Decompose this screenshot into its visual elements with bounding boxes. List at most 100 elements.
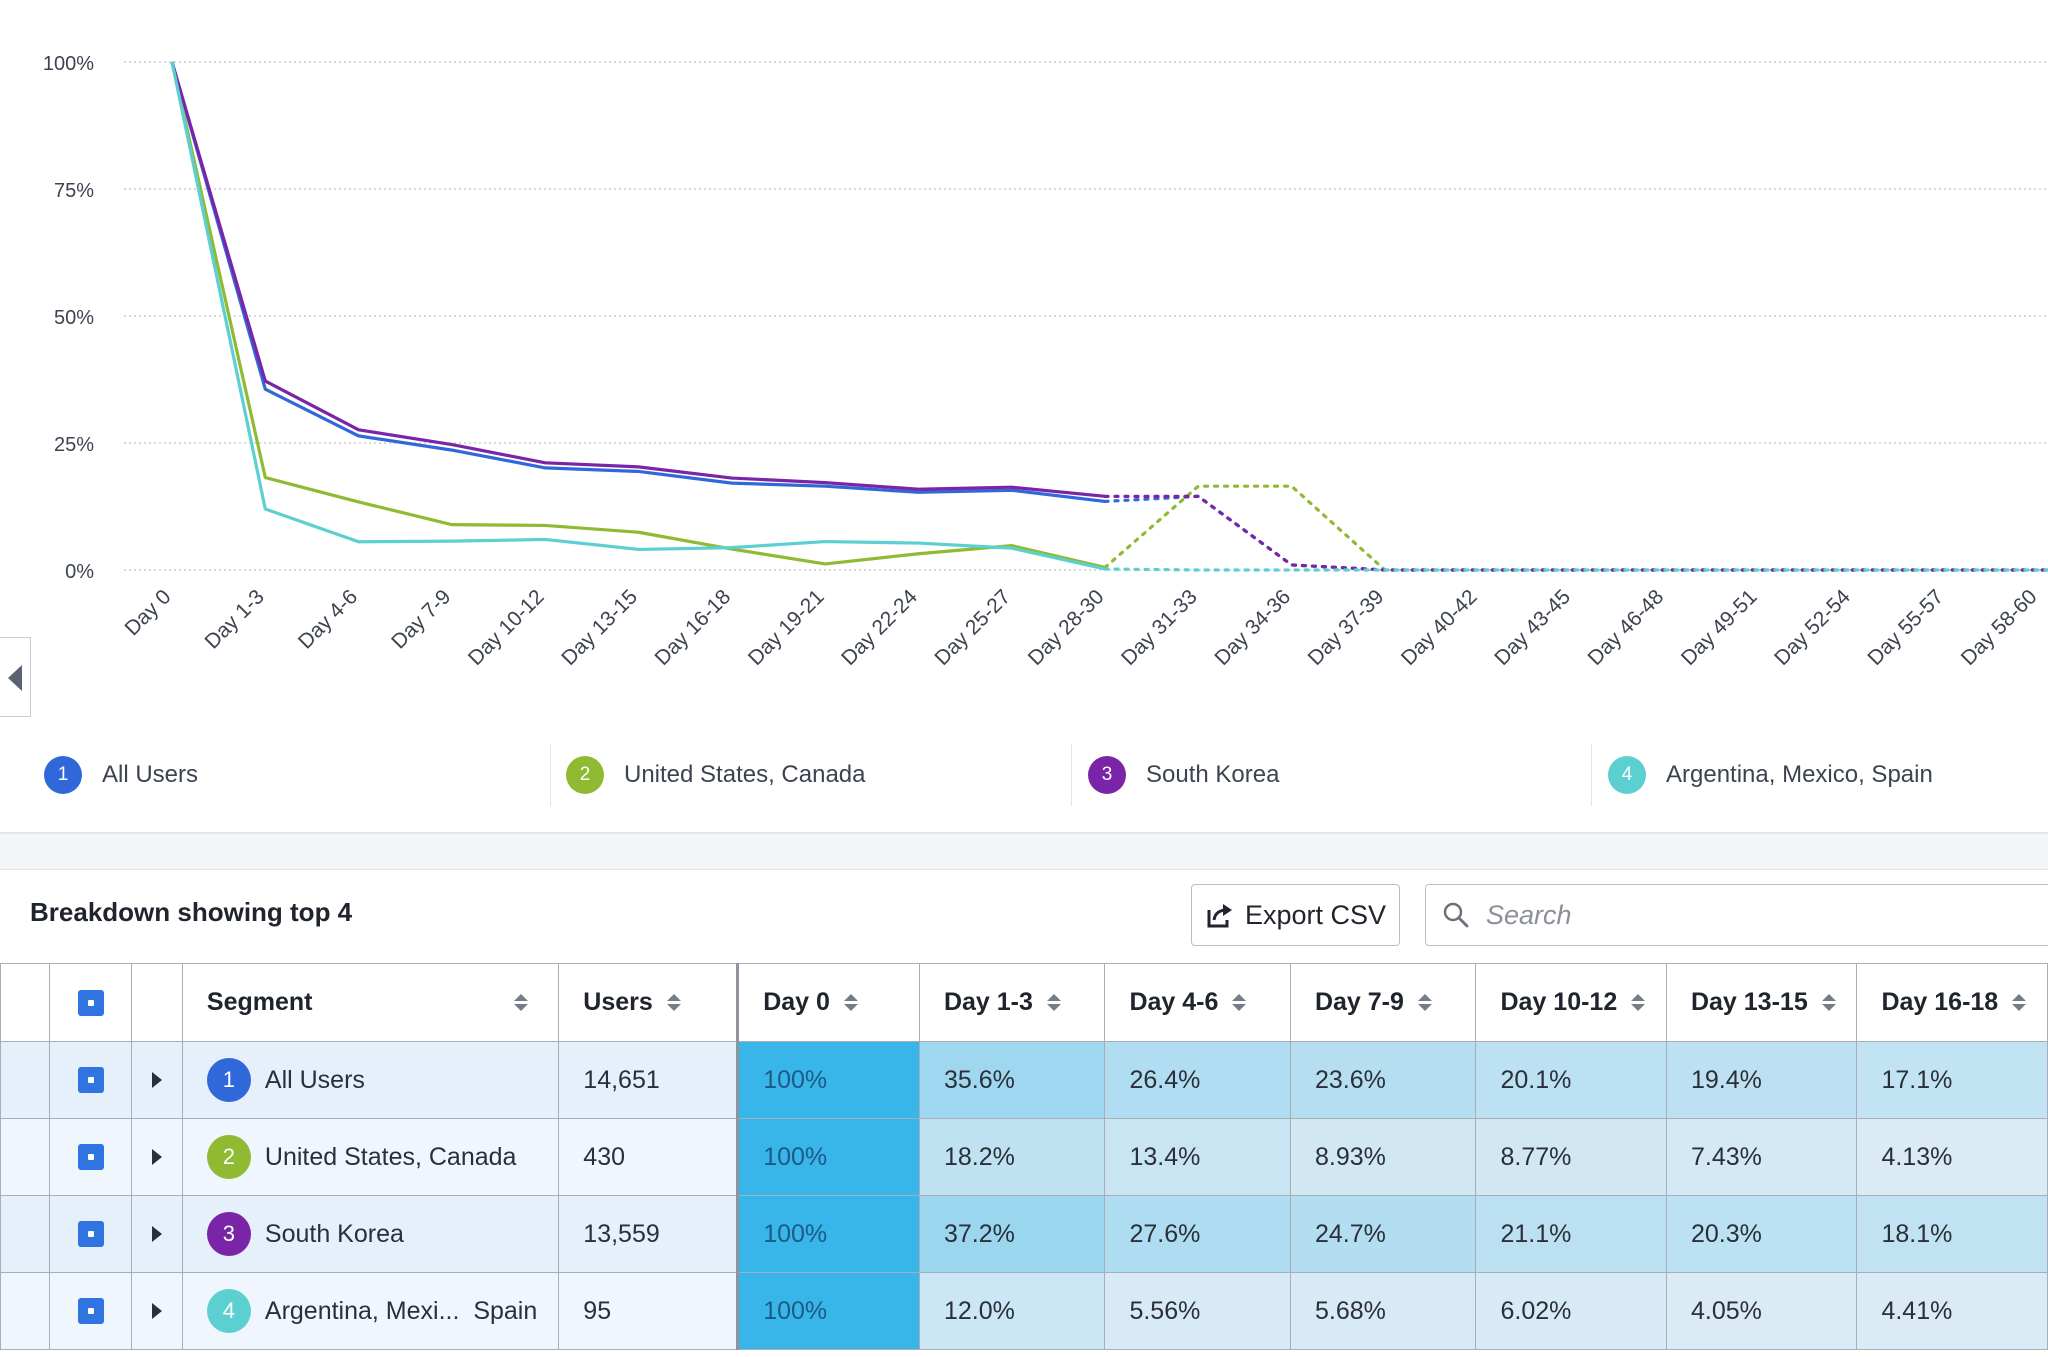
expand-icon[interactable]: [151, 1226, 162, 1242]
legend-item-all-users[interactable]: 1 All Users: [44, 744, 198, 806]
chart-scroll-left-button[interactable]: [0, 637, 31, 717]
retention-cell: 5.56%: [1104, 1272, 1291, 1350]
day-header[interactable]: Day 4-6: [1104, 963, 1291, 1042]
day-header[interactable]: Day 13-15: [1665, 963, 1858, 1042]
sort-icon[interactable]: [1046, 994, 1061, 1011]
legend-label: South Korea: [1146, 761, 1280, 788]
row-expand-cell[interactable]: [130, 1118, 183, 1196]
legend-label: All Users: [102, 761, 199, 788]
x-tick-label: Day 37-39: [1304, 585, 1389, 670]
row-select-cell[interactable]: [49, 1272, 132, 1350]
row-select-cell[interactable]: [49, 1041, 132, 1119]
table-row[interactable]: 2 United States, Canada 430 100% 18.2% 13…: [0, 1118, 2048, 1196]
table-header-row: Segment Users Day 0 Day 1-3 Day 4-6 Day …: [0, 963, 2048, 1042]
row-spacer: [0, 1118, 51, 1196]
select-all-cell[interactable]: [49, 963, 132, 1042]
sort-icon[interactable]: [514, 994, 529, 1011]
section-divider: [0, 832, 2048, 870]
breakdown-title: Breakdown showing top 4: [30, 897, 353, 927]
day-header[interactable]: Day 10-12: [1475, 963, 1667, 1042]
sort-icon[interactable]: [843, 994, 858, 1011]
row-select-cell[interactable]: [49, 1195, 132, 1273]
segment-header[interactable]: Segment: [181, 963, 560, 1042]
retention-cell: 20.1%: [1475, 1041, 1667, 1119]
retention-cell: 35.6%: [918, 1041, 1106, 1119]
expand-icon[interactable]: [151, 1072, 162, 1088]
search-field[interactable]: [1425, 884, 2048, 946]
export-csv-button[interactable]: Export CSV: [1191, 884, 1400, 946]
series-line-solid: [170, 61, 1106, 498]
x-tick-label: Day 46-48: [1584, 585, 1669, 670]
retention-cell: 19.4%: [1665, 1041, 1858, 1119]
legend-item-south-korea[interactable]: 3 South Korea: [1088, 744, 1279, 806]
segment-badge: 1: [206, 1058, 251, 1102]
row-checkbox[interactable]: [77, 1144, 104, 1170]
retention-cell: 13.4%: [1104, 1118, 1291, 1196]
table-row[interactable]: 4 Argentina, Mexi... Spain 95 100% 12.0% …: [0, 1272, 2048, 1350]
row-checkbox[interactable]: [77, 1221, 104, 1247]
sort-icon[interactable]: [1417, 994, 1432, 1011]
retention-cell: 18.2%: [918, 1118, 1106, 1196]
day-header-label: Day 4-6: [1129, 988, 1219, 1016]
legend-divider: [1591, 744, 1592, 806]
retention-cell: 5.68%: [1289, 1272, 1477, 1350]
segment-badge: 4: [206, 1289, 251, 1333]
row-checkbox[interactable]: [77, 1298, 104, 1324]
day-header[interactable]: Day 1-3: [918, 963, 1106, 1042]
x-tick-label: Day 43-45: [1490, 585, 1575, 670]
sort-icon[interactable]: [1631, 994, 1646, 1011]
day-header[interactable]: Day 7-9: [1289, 963, 1477, 1042]
x-tick-label: Day 19-21: [744, 585, 829, 670]
row-checkbox[interactable]: [77, 1067, 104, 1093]
select-all-checkbox[interactable]: [77, 989, 104, 1016]
row-expand-cell[interactable]: [130, 1272, 183, 1350]
row-select-cell[interactable]: [49, 1118, 132, 1196]
segment-badge: 3: [206, 1212, 251, 1256]
retention-cell: 6.02%: [1475, 1272, 1667, 1350]
table-row[interactable]: 1 All Users 14,651 100% 35.6% 26.4% 23.6%…: [0, 1041, 2048, 1119]
retention-cell: 100%: [737, 1272, 920, 1350]
segment-cell: 3 South Korea: [181, 1195, 560, 1273]
row-expand-cell[interactable]: [130, 1195, 183, 1273]
day-header[interactable]: Day 16-18: [1856, 963, 2048, 1042]
series-line-solid: [170, 61, 1106, 504]
segment-name: Argentina, Mexi... Spain: [264, 1296, 538, 1325]
x-tick-label: Day 31-33: [1117, 585, 1202, 670]
segment-cell: 4 Argentina, Mexi... Spain: [181, 1272, 560, 1350]
series-line-projected: [1103, 494, 2048, 572]
segment-header-label: Segment: [206, 988, 313, 1016]
legend-item-argentina-mexico-spain[interactable]: 4 Argentina, Mexico, Spain: [1608, 744, 1933, 806]
x-tick-label: Day 34-36: [1210, 585, 1295, 670]
header-spacer: [0, 963, 51, 1042]
expand-icon[interactable]: [151, 1149, 162, 1165]
expand-icon[interactable]: [151, 1303, 162, 1319]
x-tick-label: Day 25-27: [930, 585, 1015, 670]
x-tick-label: Day 22-24: [837, 585, 922, 670]
x-tick-label: Day 7-9: [387, 585, 455, 653]
retention-cell: 17.1%: [1856, 1041, 2048, 1119]
legend-label: Argentina, Mexico, Spain: [1666, 761, 1933, 788]
users-header[interactable]: Users: [558, 963, 740, 1042]
x-tick-label: Day 55-57: [1863, 585, 1948, 670]
search-input[interactable]: [1484, 898, 1988, 932]
retention-cell: 4.13%: [1856, 1118, 2048, 1196]
table-row[interactable]: 3 South Korea 13,559 100% 37.2% 27.6% 24.…: [0, 1195, 2048, 1273]
sort-icon[interactable]: [2012, 994, 2027, 1011]
y-tick-label: 75%: [54, 180, 94, 202]
x-tick-label: Day 1-3: [201, 585, 269, 653]
sort-icon[interactable]: [666, 994, 681, 1011]
users-cell: 14,651: [558, 1041, 740, 1119]
x-tick-label: Day 40-42: [1397, 585, 1482, 670]
x-tick-label: Day 49-51: [1677, 585, 1762, 670]
series-line-solid: [170, 61, 1106, 571]
y-tick-label: 50%: [54, 307, 94, 329]
row-expand-cell[interactable]: [130, 1041, 183, 1119]
export-csv-label: Export CSV: [1244, 899, 1387, 930]
day-header-label: Day 0: [763, 988, 830, 1016]
sort-icon[interactable]: [1821, 994, 1836, 1011]
legend-item-us-canada[interactable]: 2 United States, Canada: [566, 744, 866, 806]
day-header[interactable]: Day 0: [737, 963, 920, 1042]
sort-icon[interactable]: [1232, 994, 1247, 1011]
segment-name: United States, Canada: [264, 1142, 517, 1171]
segment-cell: 2 United States, Canada: [181, 1118, 560, 1196]
